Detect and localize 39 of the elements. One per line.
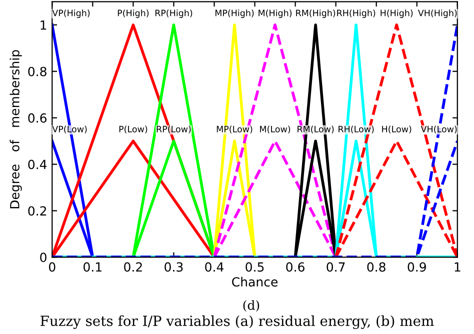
- y-tick-label: 0.6: [28, 113, 46, 123]
- annotation: M(Low): [260, 126, 290, 134]
- text: Fuzzy sets for I/P variables (a) residual energy, (b) mem: [40, 315, 434, 329]
- y-axis-title: Degree of membership: [10, 50, 22, 208]
- annotation: MP(High): [215, 9, 254, 18]
- x-tick-label: 1: [454, 262, 460, 272]
- y-tick-label: 1: [40, 20, 46, 30]
- y-tick-label: 0.4: [28, 160, 47, 170]
- annotation: H(Low): [382, 126, 412, 134]
- annotation: VH(High): [418, 9, 457, 18]
- annotation: M(High): [258, 9, 292, 18]
- x-tick-label: 0.3: [164, 262, 183, 272]
- x-tick-label: 0.5: [246, 262, 264, 272]
- annotation: RM(Low): [298, 126, 334, 134]
- annotation: RP(Low): [156, 126, 191, 134]
- x-tick-label: 0.4: [205, 262, 224, 272]
- x-tick-label: 0.2: [124, 262, 142, 272]
- x-tick-label: 0: [48, 262, 56, 272]
- x-tick-label: 0.6: [286, 262, 304, 272]
- text: (d): [243, 300, 260, 312]
- annotation: P(Low): [119, 126, 148, 134]
- annotation: VP(Low): [52, 126, 87, 134]
- annotation: H(High): [380, 9, 413, 18]
- x-tick-label: 0.7: [326, 262, 345, 272]
- x-tick-label: 0.8: [367, 262, 386, 272]
- y-tick-label: 0: [40, 252, 46, 262]
- annotation: VH(Low): [420, 126, 457, 134]
- x-axis-title: Chance: [232, 276, 278, 287]
- annotation: RP(High): [155, 9, 192, 18]
- annotation: P(High): [118, 9, 149, 18]
- y-tick-label: 0.8: [28, 66, 46, 76]
- annotation: RM(High): [296, 9, 336, 18]
- annotation: RH(High): [337, 9, 376, 18]
- x-tick-label: 0.9: [408, 262, 426, 272]
- x-tick-label: 0.1: [84, 262, 102, 272]
- annotation: RH(Low): [338, 126, 374, 134]
- annotation: VP(High): [52, 9, 90, 18]
- y-tick-label: 0.2: [28, 206, 46, 216]
- annotation: MP(Low): [216, 126, 252, 134]
